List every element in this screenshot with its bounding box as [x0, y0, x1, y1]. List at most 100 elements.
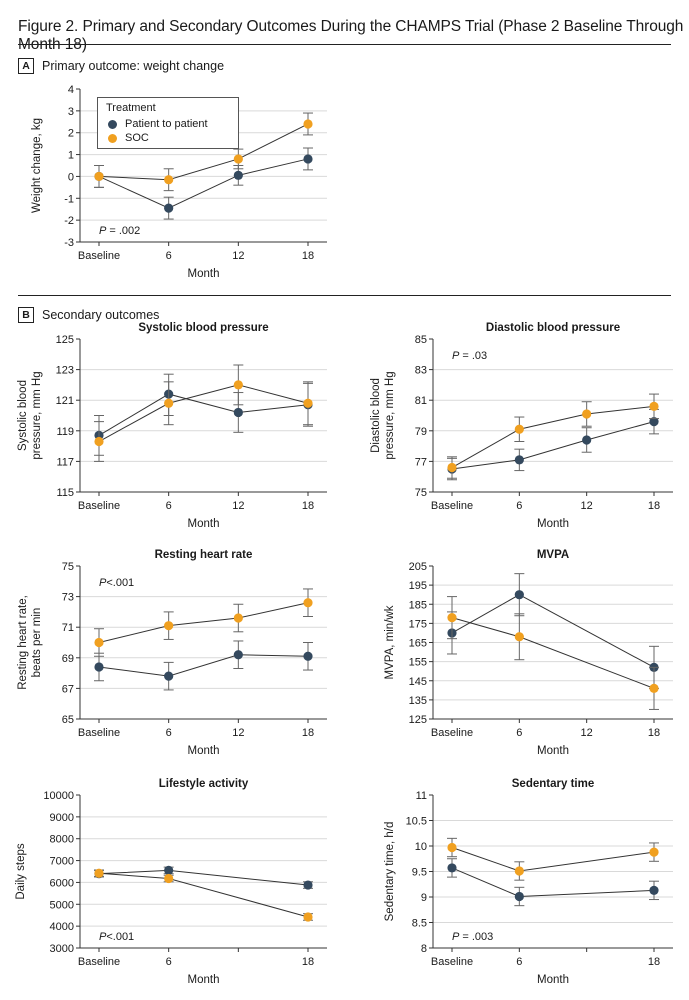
dbp-p-symbol: P: [452, 350, 460, 362]
sbp-soc-point: [94, 436, 104, 447]
dbp-x-tick-label: 12: [581, 500, 593, 512]
mvpa-y-label-line: MVPA, min/wk: [384, 605, 396, 679]
sbp-x-tick-label: Baseline: [78, 500, 120, 512]
sbp-y-label: Systolic blood pressure, mm Hg: [17, 371, 43, 459]
steps-soc-point: [164, 873, 174, 884]
sbp-soc-point: [233, 380, 243, 390]
sbp-y-tick-label: 117: [56, 456, 74, 468]
steps-x-tick-label: Baseline: [78, 956, 120, 968]
steps-y-tick-label: 5000: [50, 899, 74, 911]
legend-label-soc: SOC: [125, 132, 149, 144]
dbp-soc-point: [649, 401, 659, 411]
mvpa-y-tick-label: 125: [409, 714, 427, 726]
lifestyle-activity-chart: Lifestyle activity 10000 9000 8000 7000 6000 5…: [15, 778, 327, 986]
rhr-ptp-point: [94, 662, 104, 672]
sedentary-y-tick-label: 10: [415, 841, 427, 853]
dbp-y-tick-label: 81: [415, 395, 427, 407]
mvpa-x-label: Month: [537, 745, 569, 757]
steps-x-tick-label: 18: [302, 956, 314, 968]
steps-x-label: Month: [188, 974, 220, 986]
sedentary-p-text: = .003: [459, 931, 493, 943]
rhr-x-tick-label: 6: [166, 727, 172, 739]
rhr-soc-line: [98, 602, 309, 643]
mvpa-chart: MVPA 205 195 185 175 165 155 145 135 125 Baseline 6…: [384, 549, 673, 757]
panel-b-letter: B: [18, 307, 34, 323]
dbp-x-tick-label: Baseline: [431, 500, 473, 512]
steps-p-symbol: P: [99, 931, 107, 943]
sedentary-ptp-line: [451, 867, 655, 897]
steps-y-tick-label: 8000: [50, 834, 74, 846]
legend-swatch-soc: [108, 133, 117, 143]
mvpa-x-tick-label: 18: [648, 727, 660, 739]
dbp-y-label-line: pressure, mm Hg: [384, 371, 396, 459]
mvpa-y-label: MVPA, min/wk: [384, 605, 396, 679]
steps-y-label: Daily steps: [15, 843, 27, 899]
weight-soc-point: [94, 171, 104, 182]
panel-b-label: Secondary outcomes: [42, 308, 160, 322]
weight-y-tick-label: 2: [68, 128, 74, 140]
rhr-p-text: <.001: [106, 577, 134, 589]
steps-y-tick-label: 6000: [50, 877, 74, 889]
sedentary-y-tick-label: 11: [416, 790, 427, 802]
steps-y-tick-label: 3000: [50, 943, 74, 955]
sbp-title: Systolic blood pressure: [138, 322, 268, 334]
legend-swatch-ptp: [108, 119, 117, 129]
rhr-ptp-point: [233, 650, 243, 660]
weight-soc-point: [233, 154, 243, 164]
weight-p-text: = .002: [106, 225, 140, 237]
panel-b-header: B Secondary outcomes: [18, 307, 159, 323]
mvpa-y-tick-label: 185: [409, 599, 427, 611]
mvpa-soc-point: [514, 632, 524, 642]
sedentary-ptp-point: [514, 891, 524, 902]
sbp-y-tick-label: 121: [56, 395, 74, 407]
rhr-y-tick-label: 73: [62, 592, 74, 604]
sedentary-soc-line: [451, 847, 655, 872]
dbp-title: Diastolic blood pressure: [486, 322, 620, 334]
weight-x-label: Month: [188, 268, 220, 280]
sedentary-y-tick-label: 10.5: [406, 816, 427, 828]
mvpa-x-tick-label: Baseline: [431, 727, 473, 739]
rhr-x-tick-label: Baseline: [78, 727, 120, 739]
sbp-x-tick-label: 6: [166, 500, 172, 512]
dbp-ptp-point: [514, 455, 524, 465]
sbp-soc-line: [98, 384, 309, 442]
dbp-ptp-point: [582, 435, 592, 445]
rhr-soc-point: [303, 598, 313, 608]
rhr-ptp-line: [98, 654, 309, 677]
dbp-y-label-line: Diastolic blood: [370, 378, 382, 453]
rhr-ptp-point: [164, 671, 174, 681]
mvpa-y-tick-label: 205: [409, 561, 427, 573]
weight-y-tick-label: 4: [68, 84, 74, 96]
sedentary-soc-point: [649, 847, 659, 857]
mvpa-y-tick-label: 165: [409, 638, 427, 650]
rhr-y-tick-label: 67: [62, 683, 74, 695]
rhr-y-tick-label: 69: [62, 653, 74, 665]
mvpa-y-tick-label: 195: [409, 580, 427, 592]
steps-soc-line: [98, 872, 309, 918]
steps-soc-point: [94, 868, 104, 878]
legend-item-soc: SOC: [108, 132, 149, 144]
dbp-p-value: P = .03: [452, 350, 487, 362]
weight-y-tick-label: 0: [68, 171, 74, 183]
dbp-soc-point: [582, 409, 592, 419]
sbp-y-tick-label: 115: [56, 487, 74, 499]
rhr-y-tick-label: 75: [62, 561, 74, 573]
dbp-ptp-point: [649, 417, 659, 427]
sbp-y-tick-label: 125: [56, 334, 74, 346]
rhr-title: Resting heart rate: [155, 549, 253, 561]
weight-soc-point: [164, 175, 174, 185]
rhr-soc-point: [94, 637, 104, 648]
sedentary-x-tick-label: 18: [648, 956, 660, 968]
dbp-y-tick-label: 85: [415, 334, 427, 346]
dbp-soc-point: [514, 424, 524, 434]
weight-y-label-line: Weight change, kg: [31, 118, 43, 213]
weight-ptp-point: [164, 203, 174, 213]
weight-p-symbol: P: [99, 225, 107, 237]
mvpa-ptp-point: [514, 590, 524, 600]
sbp-x-label: Month: [188, 518, 220, 530]
legend-label-ptp: Patient to patient: [125, 118, 208, 130]
weight-x-tick-label: 6: [166, 250, 172, 262]
legend-item-patient-to-patient: Patient to patient: [108, 118, 208, 130]
legend-title: Treatment: [106, 102, 156, 114]
steps-soc-point: [303, 912, 313, 922]
